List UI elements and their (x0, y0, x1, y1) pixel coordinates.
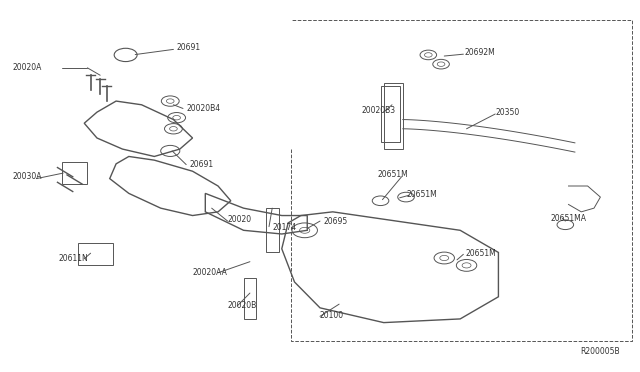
Text: 20100: 20100 (320, 311, 344, 320)
Text: 20651M: 20651M (406, 190, 436, 199)
Text: 20611N: 20611N (59, 254, 88, 263)
Text: 20020A: 20020A (13, 63, 42, 72)
Text: 20651M: 20651M (378, 170, 408, 179)
Text: 20651M: 20651M (465, 249, 496, 258)
Text: 20020B3: 20020B3 (362, 106, 396, 115)
Text: 20020B4: 20020B4 (186, 104, 220, 113)
Text: 20020AA: 20020AA (193, 268, 227, 277)
Text: 20651MA: 20651MA (550, 214, 587, 223)
Text: 20020B: 20020B (228, 301, 257, 311)
Text: 20030A: 20030A (13, 172, 42, 181)
Text: 20691: 20691 (177, 43, 201, 52)
Text: 20020: 20020 (228, 215, 252, 224)
Text: 20350: 20350 (495, 108, 520, 117)
Text: 20692M: 20692M (464, 48, 495, 57)
Text: 20695: 20695 (323, 217, 348, 225)
Text: 20691: 20691 (189, 160, 214, 169)
Text: R200005B: R200005B (580, 347, 620, 356)
Text: 20174: 20174 (272, 223, 296, 232)
